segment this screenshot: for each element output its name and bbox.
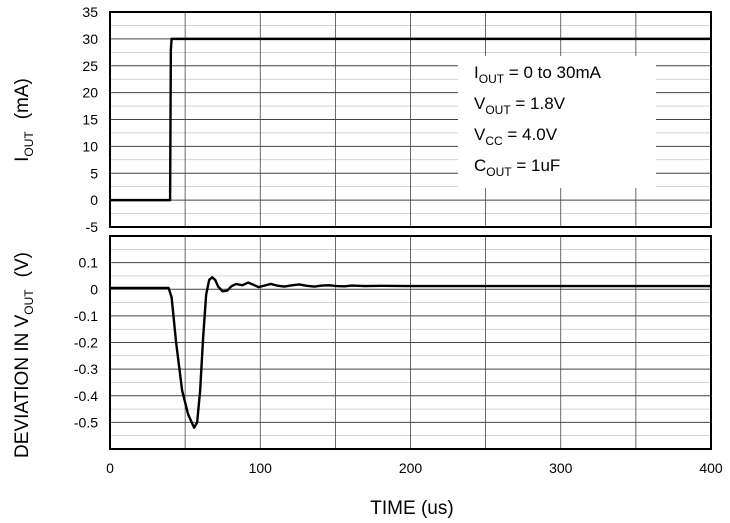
bottom-panel-frame — [109, 235, 712, 450]
top-panel-frame — [109, 11, 712, 228]
bottom-y-tick-labels: 0.1 0 -0.1 -0.2 -0.3 -0.4 -0.5 — [74, 255, 98, 431]
annotation-background — [458, 56, 656, 188]
y-tick-label: 0 — [90, 281, 98, 297]
top-y-axis-label: IOUT(mA) — [12, 78, 36, 162]
y-tick-label: 20 — [82, 85, 98, 101]
y-tick-label: -5 — [86, 219, 99, 235]
bottom-series-group — [110, 276, 711, 429]
y-tick-label: -0.3 — [74, 361, 98, 377]
y-tick-label: 30 — [82, 31, 98, 47]
y-tick-label: 0.1 — [79, 255, 99, 271]
x-axis-label: TIME (us) — [370, 498, 453, 519]
series-line — [110, 37, 711, 202]
annotation-line: VOUT = 1.8V — [474, 94, 566, 117]
x-tick-label: 400 — [699, 460, 723, 476]
series-line — [110, 276, 711, 429]
top-series-group — [110, 37, 711, 202]
annotation-line: IOUT = 0 to 30mA — [474, 63, 602, 86]
y-tick-label: 15 — [82, 112, 98, 128]
x-tick-label: 100 — [249, 460, 273, 476]
x-tick-label: 0 — [106, 460, 114, 476]
y-tick-label: 25 — [82, 58, 98, 74]
y-tick-label: -0.5 — [74, 414, 98, 430]
annotation-line: VCC = 4.0V — [474, 125, 558, 148]
plot-frame — [109, 235, 712, 450]
annotation-line: COUT = 1uF — [474, 156, 560, 179]
y-tick-label: -0.4 — [74, 388, 98, 404]
x-tick-labels: 0 100 200 300 400 — [106, 460, 723, 476]
x-tick-label: 300 — [549, 460, 573, 476]
y-tick-label: 35 — [82, 4, 98, 20]
top-y-tick-labels: 35 30 25 20 15 10 5 0 -5 — [82, 4, 98, 235]
y-tick-label: 5 — [90, 165, 98, 181]
x-tick-label: 200 — [399, 460, 423, 476]
bottom-panel-grid — [110, 235, 711, 450]
y-tick-label: 0 — [90, 192, 98, 208]
annotation-box: IOUT = 0 to 30mA VOUT = 1.8V VCC = 4.0V COU… — [458, 56, 656, 188]
y-tick-label: -0.1 — [74, 308, 98, 324]
bottom-y-axis-label: DEVIATION IN VOUT(V) — [12, 252, 36, 458]
plot-frame — [109, 11, 712, 228]
y-tick-label: -0.2 — [74, 335, 98, 351]
y-tick-label: 10 — [82, 138, 98, 154]
